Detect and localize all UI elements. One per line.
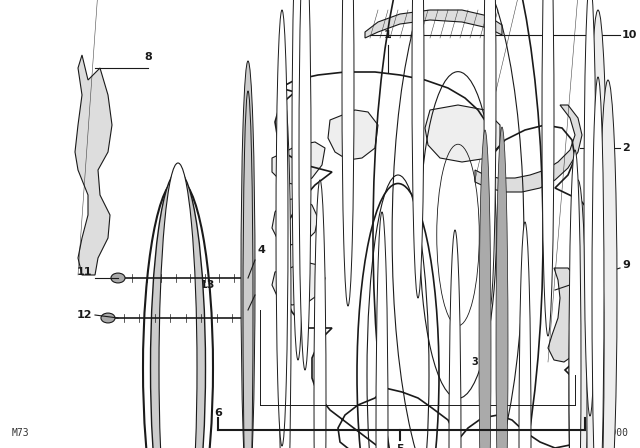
Ellipse shape [276,10,288,446]
Ellipse shape [569,180,587,448]
Polygon shape [272,142,325,185]
Text: 11: 11 [77,267,92,277]
Ellipse shape [111,273,125,283]
Text: 13: 13 [200,280,216,290]
Text: 2: 2 [622,143,630,153]
Text: 5: 5 [396,444,404,448]
Text: 1: 1 [384,30,392,40]
Text: 7: 7 [588,408,596,418]
Ellipse shape [449,230,461,448]
Polygon shape [425,105,500,162]
Ellipse shape [519,222,531,448]
Text: 10: 10 [622,30,637,40]
Ellipse shape [376,212,388,448]
Ellipse shape [599,80,617,448]
Ellipse shape [243,91,253,448]
Polygon shape [75,55,112,275]
Polygon shape [272,198,318,245]
Ellipse shape [292,0,304,360]
Polygon shape [328,110,378,160]
Ellipse shape [496,127,508,448]
Ellipse shape [589,10,607,440]
Text: 4: 4 [498,357,505,367]
Ellipse shape [586,140,604,448]
Ellipse shape [299,0,311,370]
Ellipse shape [101,313,115,323]
Ellipse shape [412,0,424,298]
Text: 4: 4 [258,245,266,255]
Text: 3: 3 [471,357,478,367]
Text: 9: 9 [622,260,630,270]
Ellipse shape [159,163,197,448]
Polygon shape [475,105,582,192]
Text: 8: 8 [144,52,152,62]
Ellipse shape [542,0,554,336]
Polygon shape [365,10,502,38]
Ellipse shape [314,180,326,448]
Polygon shape [272,262,325,305]
Ellipse shape [150,172,205,448]
Ellipse shape [484,0,496,306]
Text: 6: 6 [214,408,222,418]
Ellipse shape [279,102,291,448]
Polygon shape [548,268,585,362]
Ellipse shape [584,0,596,416]
Ellipse shape [569,150,581,448]
Text: M73: M73 [12,428,29,438]
Ellipse shape [342,0,354,306]
Ellipse shape [592,77,604,448]
Ellipse shape [479,130,491,448]
Text: 00000900: 00000900 [582,428,628,438]
Ellipse shape [241,61,255,448]
Text: 12: 12 [77,310,92,320]
